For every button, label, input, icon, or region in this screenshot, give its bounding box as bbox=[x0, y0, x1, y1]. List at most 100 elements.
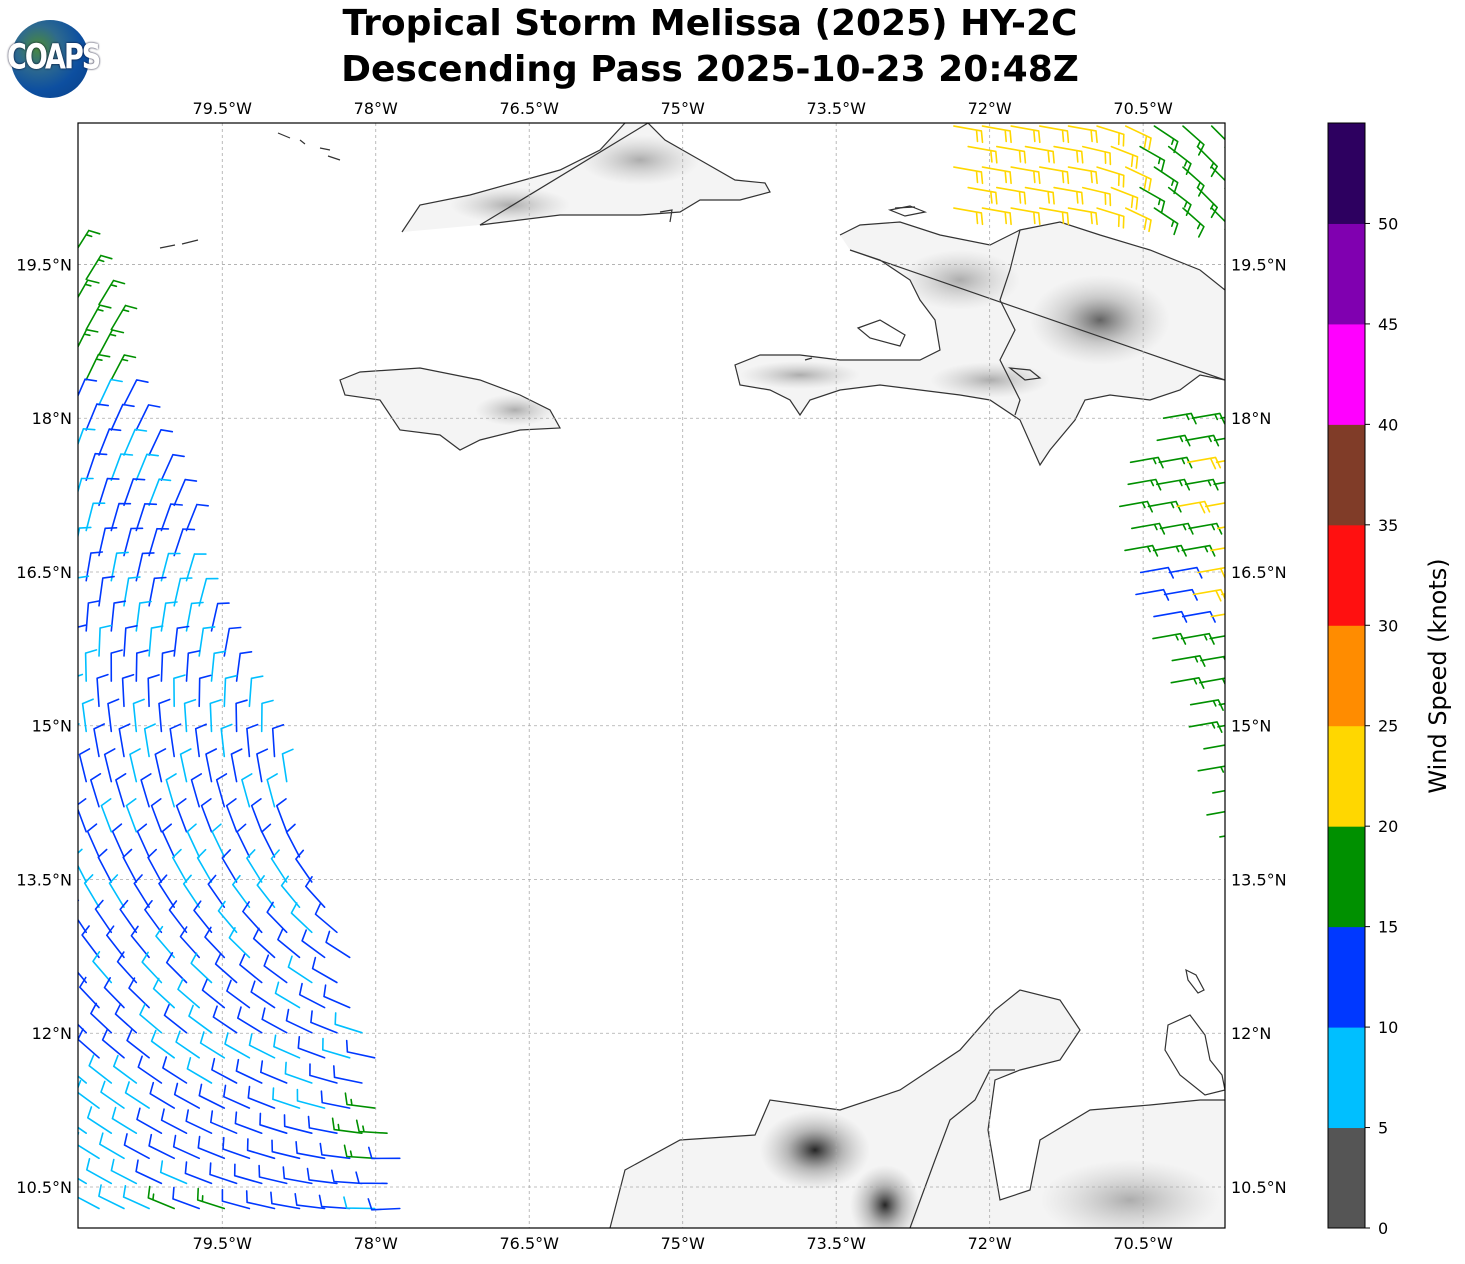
barb-path bbox=[172, 1186, 200, 1210]
wind-barb bbox=[173, 577, 193, 607]
barb-path bbox=[237, 1006, 263, 1034]
wind-barb bbox=[148, 527, 170, 557]
barb-path bbox=[81, 925, 100, 959]
wind-barb bbox=[124, 1081, 150, 1109]
barb-path bbox=[185, 503, 209, 532]
wind-barb bbox=[147, 848, 163, 883]
wind-barb bbox=[139, 1003, 163, 1034]
barb-path bbox=[1139, 145, 1166, 173]
wind-barb bbox=[125, 798, 138, 833]
barb-path bbox=[165, 773, 177, 808]
barb-path bbox=[132, 698, 145, 733]
barb-path bbox=[230, 748, 243, 783]
barb-path bbox=[953, 166, 984, 185]
barb-path bbox=[285, 823, 301, 858]
colorbar-segment bbox=[1328, 826, 1365, 928]
barb-path bbox=[175, 1030, 200, 1059]
wind-barb bbox=[184, 1161, 213, 1185]
colorbar-tick-label: 45 bbox=[1378, 315, 1398, 334]
barb-path bbox=[1215, 459, 1225, 464]
wind-barb bbox=[1010, 125, 1041, 144]
barb-path bbox=[125, 798, 138, 833]
wind-barb bbox=[241, 773, 253, 808]
barb-path bbox=[236, 823, 251, 858]
barb-path bbox=[1217, 724, 1225, 728]
wind-barb bbox=[1182, 207, 1205, 238]
wind-barb bbox=[235, 651, 253, 682]
barb-path bbox=[333, 1065, 363, 1084]
title-line-2: Descending Pass 2025-10-23 20:48Z bbox=[341, 49, 1079, 90]
barb-path bbox=[78, 1177, 87, 1185]
wind-barb bbox=[345, 1039, 376, 1059]
barb-path bbox=[144, 900, 163, 934]
barb-path bbox=[225, 798, 238, 833]
barb-path bbox=[981, 166, 1012, 185]
barb-path bbox=[87, 1106, 113, 1134]
wind-barb bbox=[78, 477, 94, 494]
barb-path bbox=[1039, 125, 1070, 144]
barb-path bbox=[173, 528, 196, 557]
wind-barb bbox=[1210, 613, 1225, 618]
wind-barb bbox=[1153, 207, 1179, 236]
title-line-1: Tropical Storm Melissa (2025) HY-2C bbox=[342, 3, 1078, 44]
wind-barb bbox=[1215, 459, 1225, 464]
barb-path bbox=[196, 1187, 226, 1210]
wind-barb bbox=[250, 980, 276, 1009]
wind-barb bbox=[87, 1106, 113, 1134]
wind-barb bbox=[101, 1028, 125, 1059]
barb-path bbox=[1167, 145, 1192, 175]
colorbar-segment bbox=[1328, 725, 1365, 827]
wind-barb bbox=[285, 1008, 313, 1034]
barb-path bbox=[119, 899, 138, 934]
barb-path bbox=[78, 477, 94, 494]
barb-path bbox=[135, 503, 158, 532]
wind-barb bbox=[1067, 166, 1098, 185]
barb-path bbox=[159, 1160, 188, 1185]
wind-barb bbox=[1110, 145, 1139, 169]
barb-path bbox=[331, 1169, 363, 1185]
barb-path bbox=[107, 698, 120, 733]
colombia-venezuela-border bbox=[909, 1069, 1015, 1228]
wind-barb bbox=[148, 625, 164, 657]
wind-barb bbox=[169, 723, 182, 758]
wind-barb bbox=[119, 899, 138, 934]
barb-path bbox=[1110, 186, 1139, 210]
wind-barb bbox=[283, 1114, 313, 1134]
wind-barb bbox=[1213, 437, 1225, 442]
barb-path bbox=[133, 874, 150, 908]
wind-barb bbox=[152, 977, 175, 1009]
barb-path bbox=[123, 1133, 150, 1160]
barb-path bbox=[196, 848, 213, 883]
barb-path bbox=[184, 1161, 213, 1185]
colorbar-tick-label: 30 bbox=[1378, 616, 1398, 635]
barb-path bbox=[1167, 186, 1192, 216]
barb-path bbox=[310, 1010, 338, 1034]
wind-barb bbox=[1125, 125, 1152, 151]
barb-path bbox=[343, 1196, 376, 1210]
wind-barb bbox=[122, 1185, 150, 1210]
wind-barb bbox=[98, 527, 118, 557]
wind-barb bbox=[196, 1187, 226, 1210]
wind-barb bbox=[1053, 186, 1084, 205]
wind-barb bbox=[953, 125, 984, 144]
wind-barb bbox=[967, 145, 998, 164]
barb-path bbox=[85, 452, 108, 481]
barb-path bbox=[78, 1075, 87, 1084]
barb-path bbox=[234, 1111, 263, 1134]
barb-path bbox=[1010, 166, 1041, 185]
lon-tick-label-bottom: 72°W bbox=[968, 1234, 1012, 1253]
wind-barb bbox=[967, 186, 998, 205]
wind-barb bbox=[355, 1171, 388, 1185]
barb-path bbox=[245, 1190, 276, 1210]
barb-path bbox=[953, 207, 984, 226]
wind-barb bbox=[110, 1158, 138, 1185]
barb-path bbox=[260, 699, 274, 733]
barb-path bbox=[93, 723, 105, 758]
barb-path bbox=[78, 279, 100, 299]
wind-barb bbox=[136, 823, 150, 858]
barb-path bbox=[211, 1057, 238, 1084]
barb-path bbox=[175, 798, 188, 833]
barb-path bbox=[209, 699, 222, 733]
wind-barb bbox=[78, 1028, 100, 1059]
wind-barb bbox=[147, 1185, 175, 1210]
